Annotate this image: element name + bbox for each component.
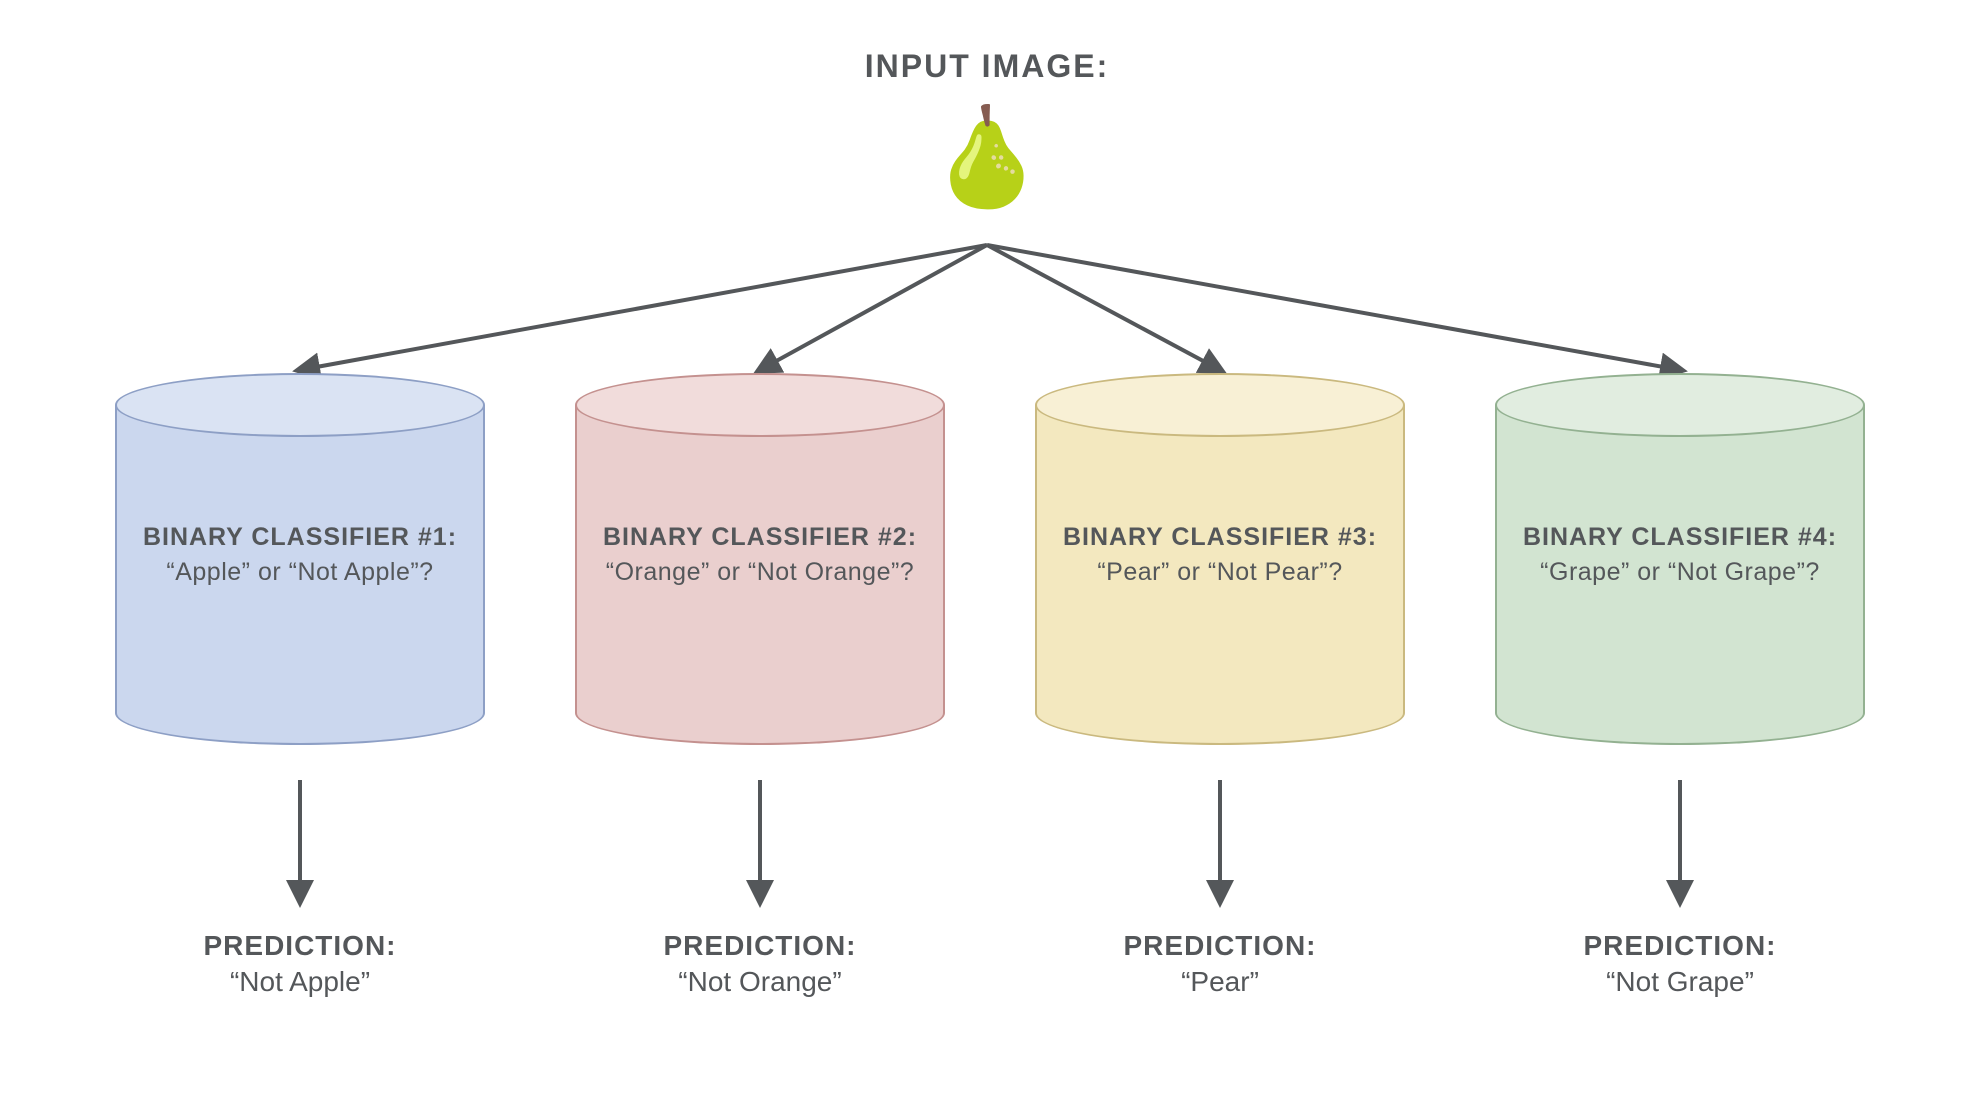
classifier-question: “Grape” or “Not Grape”? bbox=[1497, 558, 1863, 587]
prediction-apple: PREDICTION: “Not Apple” bbox=[115, 930, 485, 998]
prediction-value: “Not Apple” bbox=[115, 966, 485, 998]
classifier-question: “Pear” or “Not Pear”? bbox=[1037, 558, 1403, 587]
diagram-stage: INPUT IMAGE: 🍐 BINARY CLASSIFIER #1:“App… bbox=[0, 0, 1974, 1100]
prediction-value: “Not Orange” bbox=[575, 966, 945, 998]
classifier-cylinder-apple: BINARY CLASSIFIER #1: “Apple” or “Not App… bbox=[115, 405, 485, 745]
classifier-question: “Apple” or “Not Apple”? bbox=[117, 558, 483, 587]
classifier-title: BINARY CLASSIFIER #4: bbox=[1497, 523, 1863, 552]
cylinder-top bbox=[575, 373, 945, 437]
prediction-label: PREDICTION: bbox=[115, 930, 485, 962]
cylinder-top bbox=[115, 373, 485, 437]
classifier-title: BINARY CLASSIFIER #1: bbox=[117, 523, 483, 552]
prediction-orange: PREDICTION: “Not Orange” bbox=[575, 930, 945, 998]
classifier-cylinder-grape: BINARY CLASSIFIER #4: “Grape” or “Not Gra… bbox=[1495, 405, 1865, 745]
prediction-pear: PREDICTION: “Pear” bbox=[1035, 930, 1405, 998]
classifier-label: BINARY CLASSIFIER #1: “Apple” or “Not App… bbox=[117, 523, 483, 587]
prediction-label: PREDICTION: bbox=[1495, 930, 1865, 962]
prediction-value: “Not Grape” bbox=[1495, 966, 1865, 998]
prediction-value: “Pear” bbox=[1035, 966, 1405, 998]
classifier-question: “Orange” or “Not Orange”? bbox=[577, 558, 943, 587]
classifier-label: BINARY CLASSIFIER #4: “Grape” or “Not Gra… bbox=[1497, 523, 1863, 587]
classifier-title: BINARY CLASSIFIER #2: bbox=[577, 523, 943, 552]
prediction-grape: PREDICTION: “Not Grape” bbox=[1495, 930, 1865, 998]
classifier-cylinder-orange: BINARY CLASSIFIER #2: “Orange” or “Not Or… bbox=[575, 405, 945, 745]
prediction-label: PREDICTION: bbox=[1035, 930, 1405, 962]
classifier-label: BINARY CLASSIFIER #3: “Pear” or “Not Pear… bbox=[1037, 523, 1403, 587]
cylinder-top bbox=[1035, 373, 1405, 437]
cylinder-top bbox=[1495, 373, 1865, 437]
classifier-title: BINARY CLASSIFIER #3: bbox=[1037, 523, 1403, 552]
classifier-cylinder-pear: BINARY CLASSIFIER #3: “Pear” or “Not Pear… bbox=[1035, 405, 1405, 745]
classifier-label: BINARY CLASSIFIER #2: “Orange” or “Not Or… bbox=[577, 523, 943, 587]
prediction-label: PREDICTION: bbox=[575, 930, 945, 962]
